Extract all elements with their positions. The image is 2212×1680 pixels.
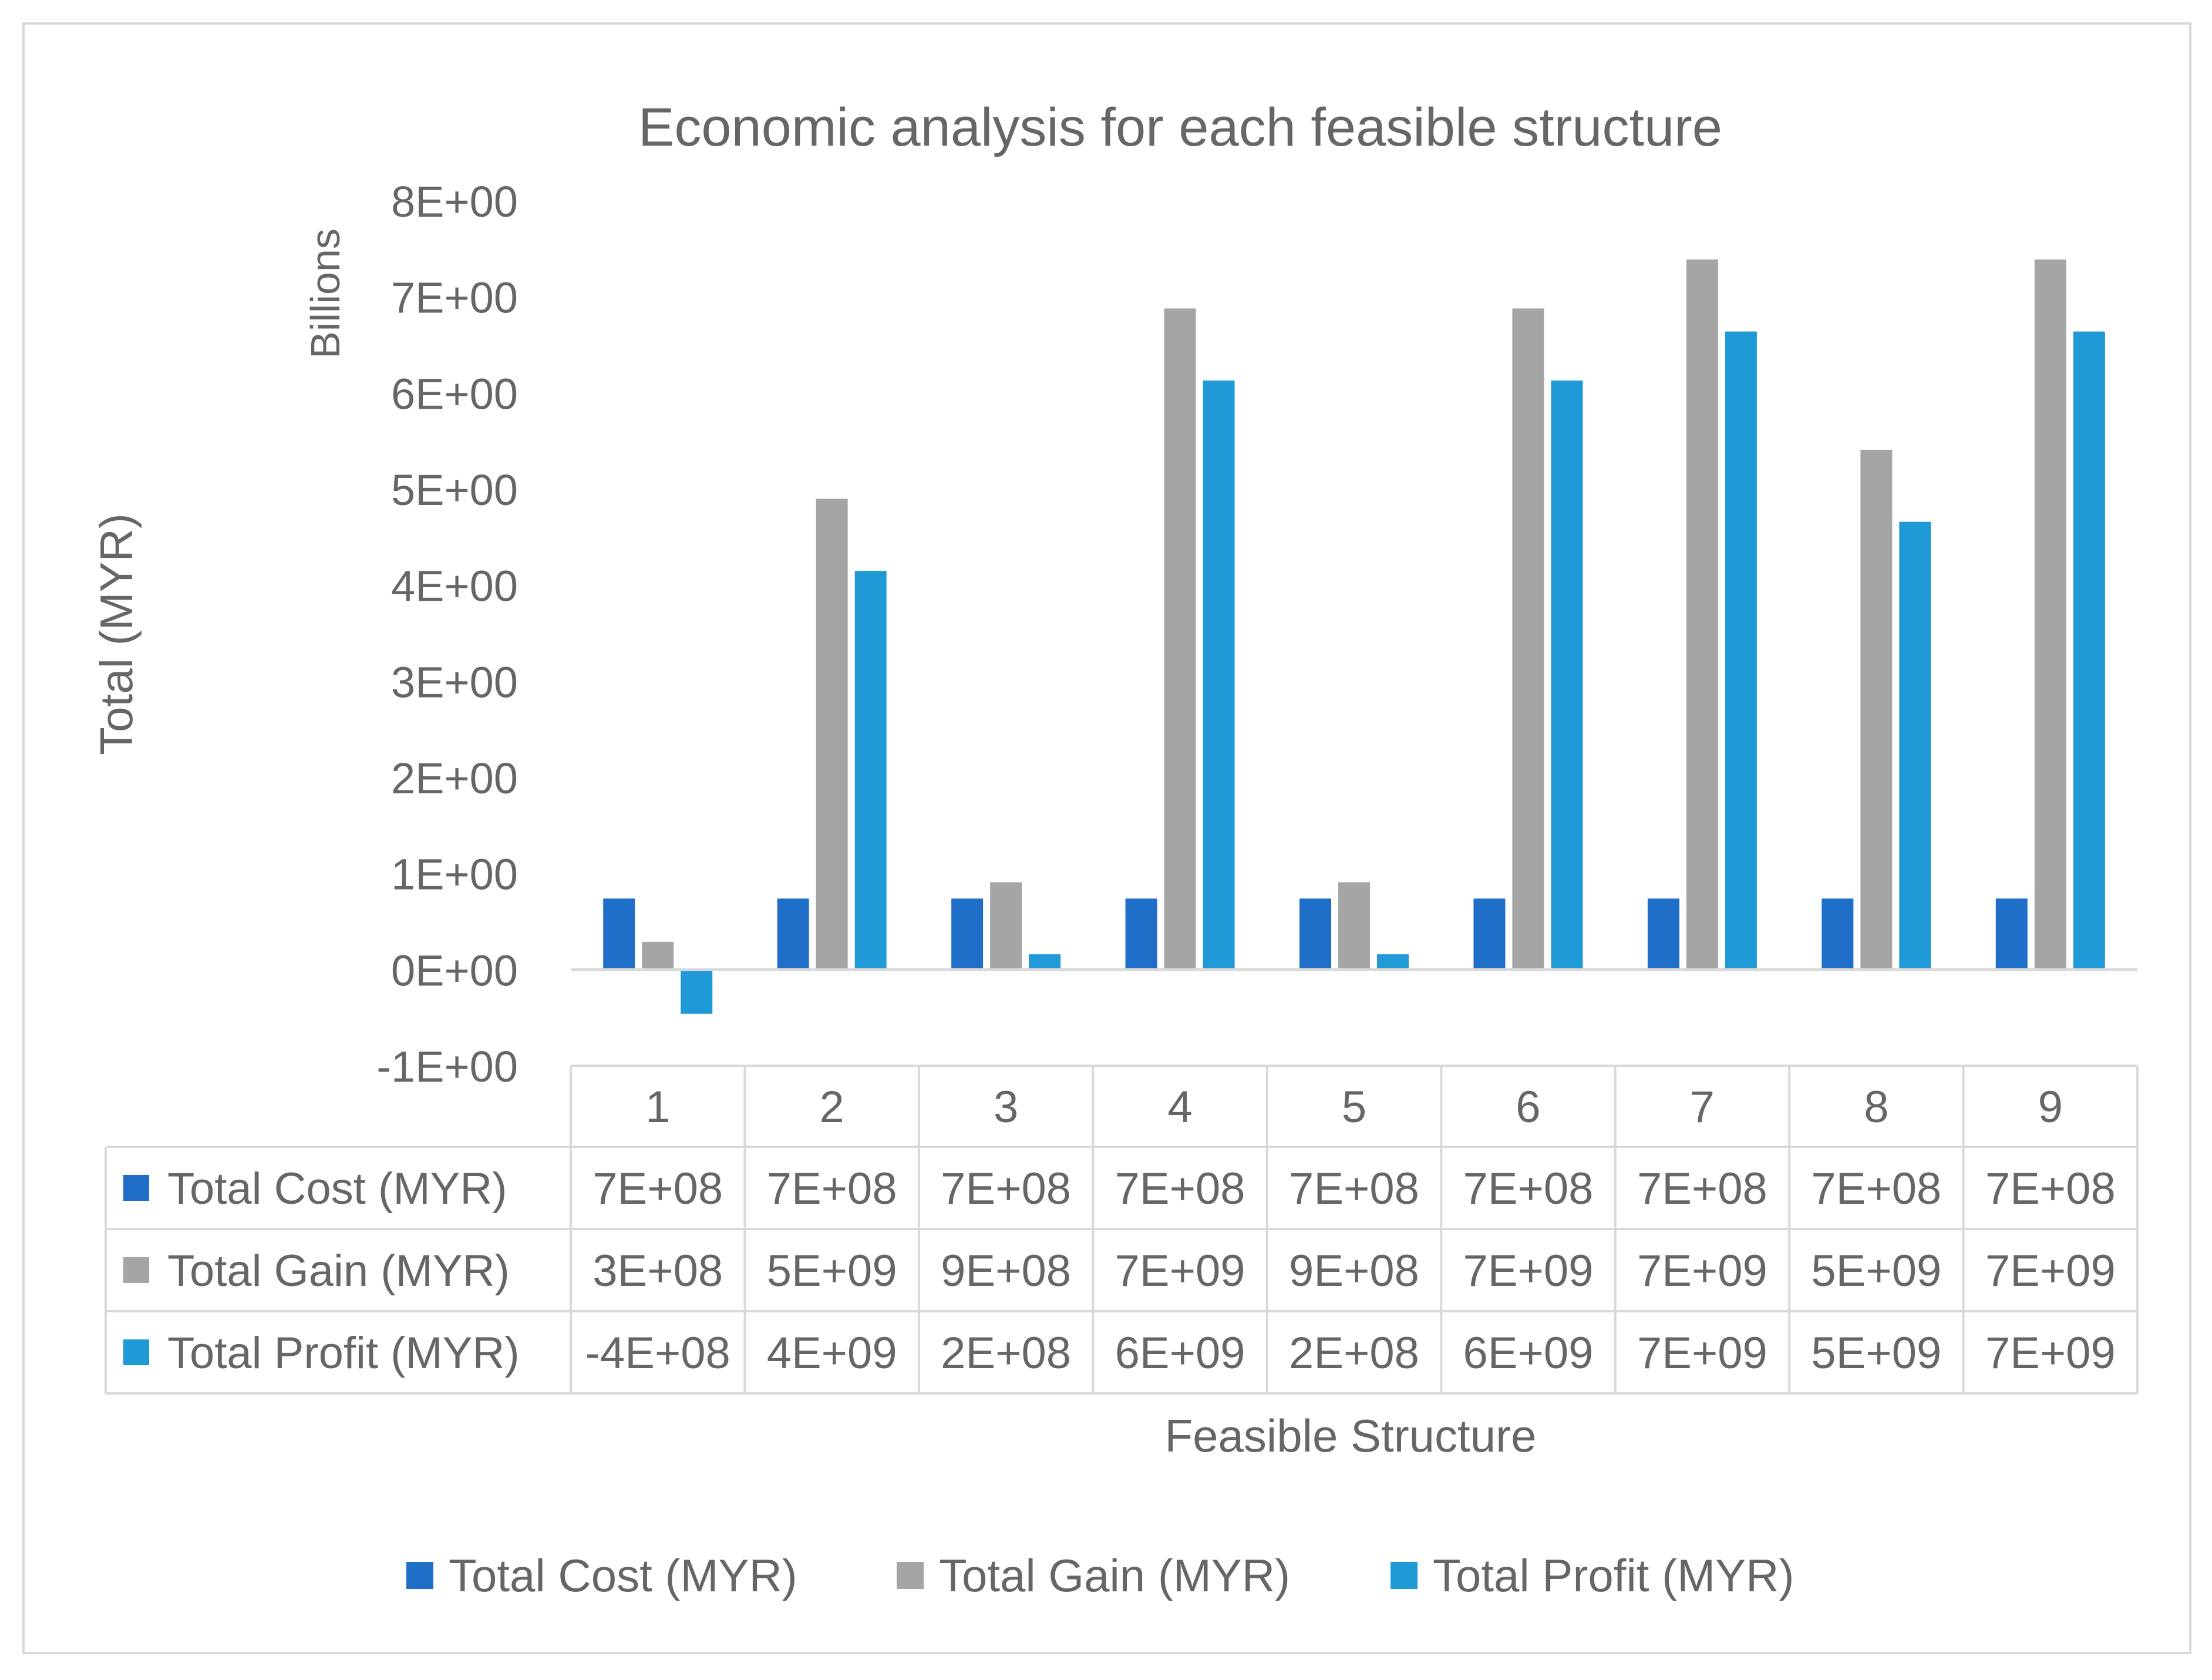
table-cell-value: 7E+09 (1637, 1328, 1767, 1378)
y-axis-unit-label: Billions (302, 228, 348, 359)
chart-frame (22, 22, 2191, 1654)
x-category-label: 8 (1864, 1082, 1888, 1132)
x-category-label: 1 (645, 1082, 670, 1132)
bar-total-gain-myr-4 (1164, 308, 1196, 970)
table-cell-value: 5E+09 (1811, 1246, 1941, 1296)
table-cell-value: 7E+08 (1115, 1164, 1245, 1214)
legend-label: Total Gain (MYR) (939, 1550, 1290, 1601)
table-cell-value: 5E+09 (767, 1246, 897, 1296)
x-axis-title: Feasible Structure (1165, 1410, 1537, 1462)
table-cell-value: 7E+08 (941, 1164, 1071, 1214)
bar-total-cost-myr-8 (1822, 898, 1854, 970)
bar-total-gain-myr-6 (1512, 308, 1544, 970)
legend-swatch (897, 1562, 924, 1589)
y-tick-label: 2E+00 (391, 754, 518, 803)
table-cell-value: 7E+09 (1985, 1246, 2116, 1296)
bar-total-profit-myr-9 (2073, 331, 2105, 970)
bar-total-gain-myr-9 (2034, 259, 2066, 970)
table-cell-value: 7E+09 (1637, 1246, 1767, 1296)
x-category-label: 9 (2038, 1082, 2063, 1132)
table-cell-value: 7E+08 (1289, 1164, 1419, 1214)
bar-total-cost-myr-2 (777, 898, 809, 970)
bar-total-cost-myr-3 (951, 898, 984, 970)
legend-label: Total Cost (MYR) (449, 1550, 797, 1601)
y-axis-title: Total (MYR) (90, 513, 142, 755)
table-cell-value: 7E+09 (1115, 1246, 1245, 1296)
table-legend-key (123, 1175, 149, 1201)
x-category-label: 2 (820, 1082, 844, 1132)
table-cell-value: 7E+09 (1463, 1246, 1593, 1296)
bar-total-gain-myr-2 (816, 499, 848, 970)
bar-total-cost-myr-6 (1473, 898, 1506, 970)
table-cell-value: 7E+09 (1985, 1328, 2116, 1378)
bar-total-profit-myr-1 (681, 969, 713, 1014)
bar-total-gain-myr-5 (1338, 882, 1370, 970)
y-tick-label: 1E+00 (391, 850, 518, 899)
x-category-label: 7 (1690, 1082, 1715, 1132)
table-cell-value: 9E+08 (1289, 1246, 1419, 1296)
bar-total-gain-myr-7 (1686, 259, 1718, 970)
bar-total-profit-myr-3 (1029, 954, 1061, 970)
y-tick-label: 0E+00 (391, 946, 518, 995)
bar-total-profit-myr-8 (1899, 521, 1931, 970)
x-category-label: 6 (1516, 1082, 1540, 1132)
bar-total-profit-myr-2 (854, 571, 887, 970)
bar-total-gain-myr-8 (1860, 449, 1893, 970)
table-cell-value: 4E+09 (767, 1328, 897, 1378)
x-category-label: 3 (994, 1082, 1018, 1132)
y-tick-label: 7E+00 (391, 274, 518, 322)
table-series-name: Total Profit (MYR) (167, 1328, 520, 1378)
table-cell-value: 5E+09 (1811, 1328, 1941, 1378)
bar-total-profit-myr-7 (1725, 331, 1757, 970)
bar-total-gain-myr-3 (990, 882, 1022, 970)
table-cell-value: 7E+08 (1637, 1164, 1767, 1214)
bar-total-cost-myr-7 (1647, 898, 1679, 970)
x-category-label: 5 (1342, 1082, 1366, 1132)
table-cell-value: 9E+08 (941, 1246, 1071, 1296)
x-category-label: 4 (1167, 1082, 1192, 1132)
y-tick-label: 6E+00 (391, 369, 518, 418)
table-legend-key (123, 1339, 149, 1365)
bar-total-cost-myr-9 (1995, 898, 2028, 970)
table-cell-value: 2E+08 (1289, 1328, 1419, 1378)
table-cell-value: 7E+08 (767, 1164, 897, 1214)
table-cell-value: 2E+08 (941, 1328, 1071, 1378)
table-cell-value: 3E+08 (592, 1246, 723, 1296)
table-cell-value: 7E+08 (1463, 1164, 1593, 1214)
table-cell-value: 7E+08 (1811, 1164, 1941, 1214)
table-cell-value: 7E+08 (592, 1164, 723, 1214)
bar-total-profit-myr-4 (1203, 381, 1235, 970)
legend-swatch (406, 1562, 433, 1589)
bar-total-cost-myr-1 (603, 898, 635, 970)
legend-swatch (1391, 1562, 1418, 1589)
table-cell-value: -4E+08 (585, 1328, 730, 1378)
table-series-name: Total Cost (MYR) (167, 1164, 507, 1214)
legend-label: Total Profit (MYR) (1433, 1550, 1794, 1601)
bar-total-cost-myr-4 (1125, 898, 1157, 970)
table-series-name: Total Gain (MYR) (167, 1246, 510, 1296)
bar-total-gain-myr-1 (642, 941, 674, 970)
y-tick-label: 8E+00 (391, 177, 518, 226)
table-legend-key (123, 1257, 149, 1283)
y-tick-label: -1E+00 (376, 1042, 518, 1091)
y-tick-label: 3E+00 (391, 658, 518, 706)
y-tick-label: 4E+00 (391, 562, 518, 611)
bar-total-profit-myr-6 (1551, 381, 1583, 970)
table-cell-value: 6E+09 (1115, 1328, 1245, 1378)
table-cell-value: 6E+09 (1463, 1328, 1593, 1378)
bar-total-cost-myr-5 (1299, 898, 1331, 970)
bar-total-profit-myr-5 (1377, 954, 1409, 970)
y-tick-label: 5E+00 (391, 466, 518, 514)
chart-title: Economic analysis for each feasible stru… (638, 97, 1722, 157)
table-cell-value: 7E+08 (1985, 1164, 2116, 1214)
